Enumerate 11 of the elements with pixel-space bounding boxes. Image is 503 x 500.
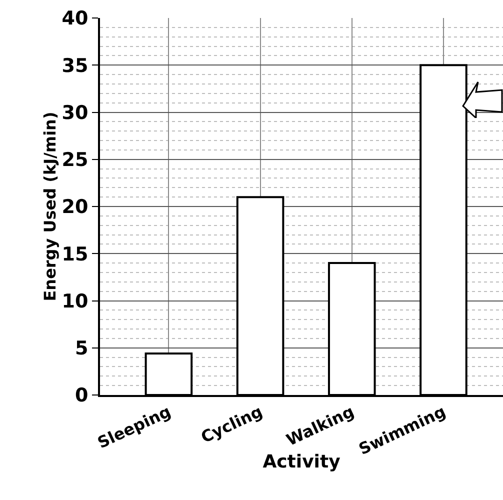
y-tick-label: 10	[62, 290, 88, 312]
y-tick-label: 0	[74, 384, 88, 407]
y-tick-label: 30	[62, 102, 88, 124]
y-tick-label: 15	[62, 243, 88, 266]
y-tick-label: 25	[62, 149, 88, 172]
y-axis-title: Energy Used (kJ/min)	[40, 112, 60, 302]
y-tick-label: 40	[62, 8, 88, 30]
x-axis-title: Activity	[262, 452, 341, 473]
y-tick-label: 20	[62, 196, 88, 218]
y-tick-label: 5	[74, 338, 88, 360]
y-tick-label: 35	[62, 54, 88, 77]
